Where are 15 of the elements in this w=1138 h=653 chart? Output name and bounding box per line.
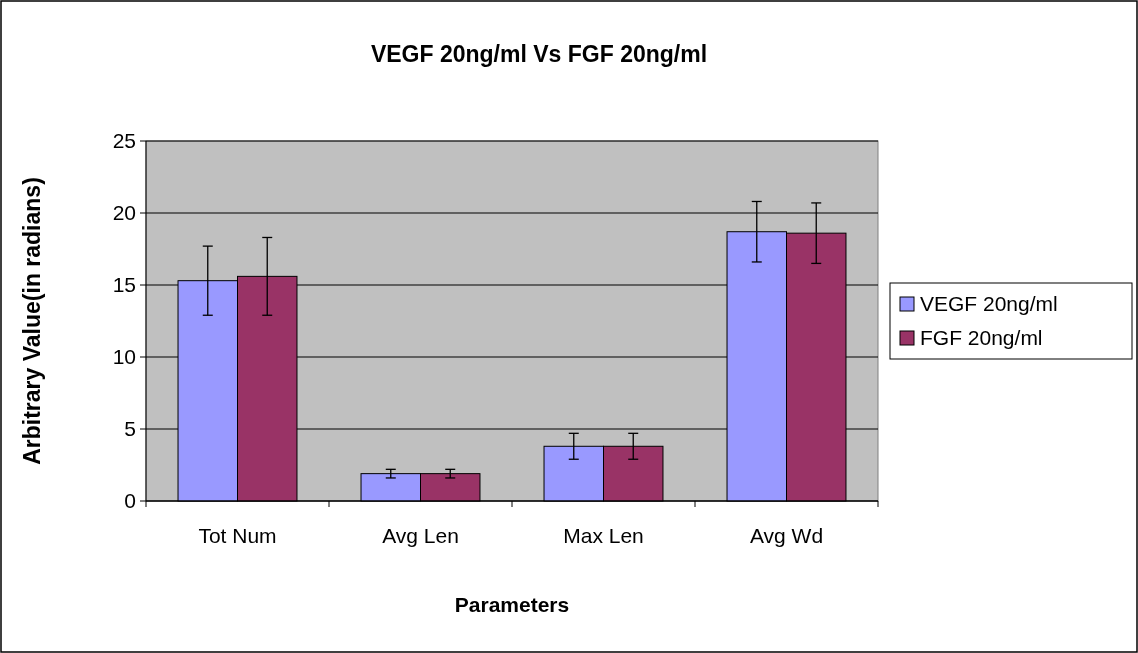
x-tick-label: Avg Wd: [749, 524, 824, 547]
x-tick-label: Max Len: [563, 524, 644, 547]
y-tick-label: 10: [112, 345, 136, 369]
y-tick-label: 5: [124, 417, 136, 441]
chart-title: VEGF 20ng/ml Vs FGF 20ng/ml: [370, 41, 708, 67]
legend-label: VEGF 20ng/ml: [920, 292, 1058, 316]
y-tick-label: 15: [112, 273, 136, 297]
y-tick-label: 25: [112, 129, 136, 153]
y-tick-label: 0: [124, 489, 136, 513]
y-tick-label: 20: [112, 201, 136, 225]
x-axis-title: Parameters: [454, 593, 570, 616]
y-axis-title: Arbitrary Value(in radians): [19, 177, 45, 465]
x-tick-label: Tot Num: [198, 524, 277, 547]
x-tick-label: Avg Len: [382, 524, 459, 547]
legend-label: FGF 20ng/ml: [920, 326, 1043, 350]
